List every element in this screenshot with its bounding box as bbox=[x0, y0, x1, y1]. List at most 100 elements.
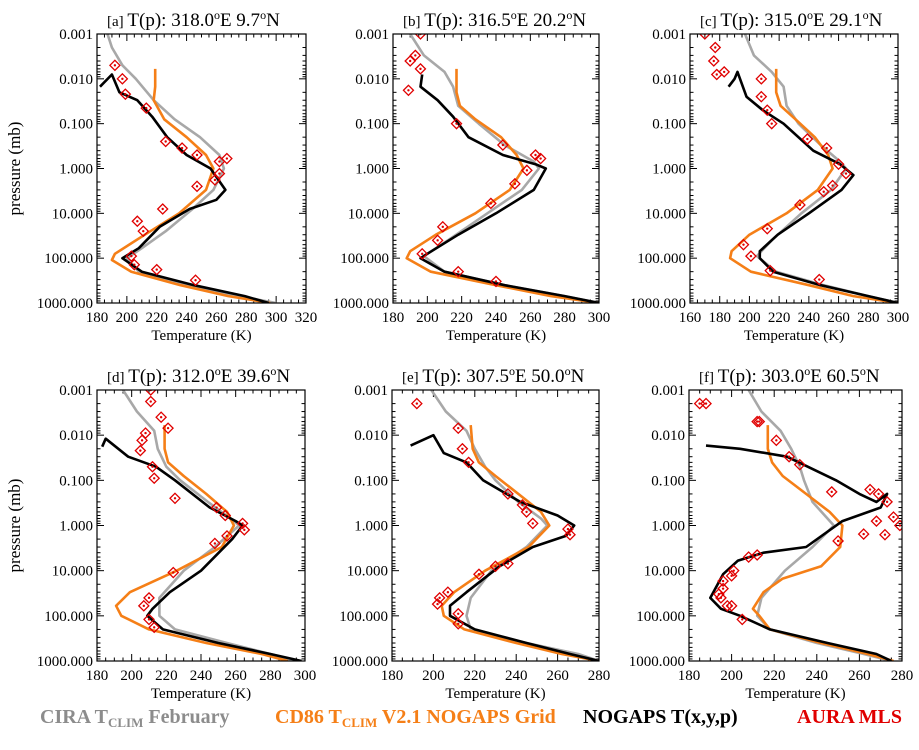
aura-point bbox=[562, 523, 574, 535]
panel-title: [e] T(p): 307.5oE 50.0oN bbox=[402, 364, 585, 387]
aura-point-center bbox=[885, 500, 889, 504]
aura-point-center bbox=[534, 153, 537, 157]
panel-label: [f] bbox=[699, 370, 718, 386]
panel-title: [d] T(p): 312.0oE 39.6oN bbox=[107, 364, 290, 387]
aura-point-center bbox=[798, 463, 801, 466]
aura-point-center bbox=[798, 203, 802, 207]
aura-point-center bbox=[142, 229, 145, 233]
legend-entry-aura: AURA MLS bbox=[797, 706, 903, 728]
y-axis-label: pressure (mb) bbox=[5, 122, 24, 216]
aura-point-center bbox=[225, 157, 229, 160]
x-tick-label: 220 bbox=[155, 668, 178, 684]
x-tick-label: 240 bbox=[485, 310, 508, 326]
nogaps-line bbox=[727, 70, 898, 303]
aura-point bbox=[832, 535, 845, 547]
legend-entry-cira: CIRA TCLIM February bbox=[40, 706, 230, 730]
x-axis-label: Temperature (K) bbox=[445, 686, 545, 702]
x-tick-label: 220 bbox=[145, 310, 168, 326]
series-group bbox=[101, 390, 302, 661]
x-tick-label: 280 bbox=[553, 310, 576, 326]
aura-point-center bbox=[195, 185, 199, 188]
legend: CIRA TCLIM February CD86 TCLIM V2.1 NOGA… bbox=[0, 700, 919, 740]
x-tick-label: 280 bbox=[259, 668, 282, 684]
aura-point bbox=[436, 220, 449, 233]
aura-point-center bbox=[822, 190, 825, 193]
aura-point-center bbox=[836, 539, 840, 543]
plot-frame bbox=[96, 33, 307, 304]
panel-label: [d] bbox=[107, 370, 128, 386]
x-tick-label: 220 bbox=[763, 668, 786, 684]
y-tick-label: 0.010 bbox=[59, 72, 93, 88]
aura-point bbox=[529, 149, 542, 161]
aura-point-center bbox=[758, 420, 761, 423]
aura-point bbox=[144, 390, 157, 396]
aura-point-center bbox=[144, 431, 147, 435]
aura-point-center bbox=[539, 157, 542, 160]
y-tick-label: 10.000 bbox=[348, 206, 389, 222]
cira-line bbox=[747, 390, 892, 661]
panel-title: [f] T(p): 303.0oE 60.5oN bbox=[699, 364, 880, 387]
aura-point bbox=[801, 133, 814, 145]
aura-point bbox=[404, 55, 417, 67]
aura-point bbox=[144, 395, 157, 408]
aura-point bbox=[761, 104, 774, 117]
aura-point bbox=[441, 586, 454, 599]
panel-label: [a] bbox=[107, 14, 127, 30]
aura-point bbox=[813, 273, 826, 286]
x-tick-label: 200 bbox=[120, 668, 143, 684]
aura-point bbox=[764, 264, 777, 277]
series-group bbox=[402, 34, 599, 303]
aura-point-center bbox=[568, 533, 572, 536]
aura-point bbox=[725, 569, 738, 582]
panel-e: 180 200 220 240 260 280 0.001 0.010 0.100 1.000 10… bbox=[332, 364, 611, 702]
x-tick-label: 180 bbox=[381, 668, 404, 684]
nogaps-line bbox=[410, 433, 599, 661]
aura-point-center bbox=[513, 182, 517, 186]
aura-point bbox=[148, 472, 161, 485]
aura-point bbox=[155, 411, 168, 424]
aura-point-center bbox=[407, 89, 410, 92]
aura-point-center bbox=[719, 596, 723, 600]
plot-frame bbox=[688, 389, 903, 662]
cira-line bbox=[409, 34, 599, 303]
x-tick-label: 280 bbox=[588, 668, 611, 684]
y-tick-label: 1000.000 bbox=[333, 296, 389, 312]
aura-point bbox=[564, 528, 576, 541]
x-tick-label: 200 bbox=[720, 668, 743, 684]
aura-point bbox=[755, 72, 768, 85]
aura-point bbox=[727, 564, 740, 577]
x-axis-label: Temperature (K) bbox=[446, 328, 546, 344]
cd86-line bbox=[751, 425, 894, 661]
aura-point-center bbox=[145, 106, 148, 110]
y-tick-label: 10.000 bbox=[52, 564, 93, 580]
aura-point-center bbox=[712, 59, 715, 63]
aura-point bbox=[765, 117, 778, 130]
aura-point bbox=[159, 135, 172, 148]
aura-point-center bbox=[722, 70, 726, 74]
aura-point-center bbox=[457, 270, 460, 273]
aura-point bbox=[755, 90, 768, 103]
aura-point bbox=[700, 397, 712, 410]
x-tick-label: 180 bbox=[678, 668, 701, 684]
aura-point-center bbox=[218, 172, 221, 175]
aura-point bbox=[887, 511, 900, 523]
aura-point bbox=[751, 415, 764, 428]
aura-point-center bbox=[787, 455, 791, 458]
aura-point-center bbox=[467, 461, 470, 464]
y-tick-label: 10.000 bbox=[644, 564, 685, 580]
aura-point-center bbox=[521, 503, 524, 507]
aura-point bbox=[119, 88, 132, 101]
x-tick-label: 200 bbox=[116, 310, 139, 326]
y-tick-label: 0.001 bbox=[59, 27, 93, 43]
y-tick-label: 1000.000 bbox=[37, 296, 93, 312]
aura-point-center bbox=[749, 254, 753, 258]
aura-point-center bbox=[732, 569, 735, 572]
aura-point bbox=[414, 62, 427, 75]
aura-point bbox=[783, 450, 796, 463]
aura-point bbox=[128, 258, 141, 271]
aura-point bbox=[520, 164, 533, 177]
aura-point-center bbox=[161, 207, 164, 211]
y-tick-label: 0.001 bbox=[354, 383, 388, 399]
aura-point-center bbox=[501, 143, 505, 147]
aura-point-center bbox=[818, 278, 821, 281]
